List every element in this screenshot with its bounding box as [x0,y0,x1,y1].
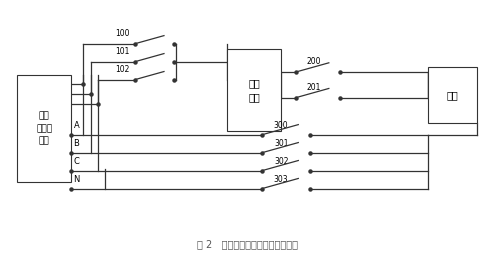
Bar [428,67,477,123]
Text: 302: 302 [274,157,288,166]
Text: 301: 301 [274,139,288,148]
Text: 三相
子结点
单元: 三相 子结点 单元 [36,111,52,145]
Text: 300: 300 [274,121,288,130]
Text: 负载: 负载 [446,90,458,100]
Text: 102: 102 [116,65,130,74]
Text: C: C [74,157,80,166]
Text: 200: 200 [306,57,321,66]
Text: 201: 201 [306,83,321,92]
Text: A: A [74,121,80,130]
Bar [227,49,281,131]
Bar [17,75,71,182]
Text: N: N [74,175,80,184]
Text: 303: 303 [274,175,288,184]
Text: 变频
电源: 变频 电源 [248,78,260,102]
Text: B: B [74,139,80,148]
Text: 100: 100 [115,29,130,38]
Text: 图 2   变频电源的换相系统结构框图: 图 2 变频电源的换相系统结构框图 [197,239,297,249]
Text: 101: 101 [116,47,130,56]
